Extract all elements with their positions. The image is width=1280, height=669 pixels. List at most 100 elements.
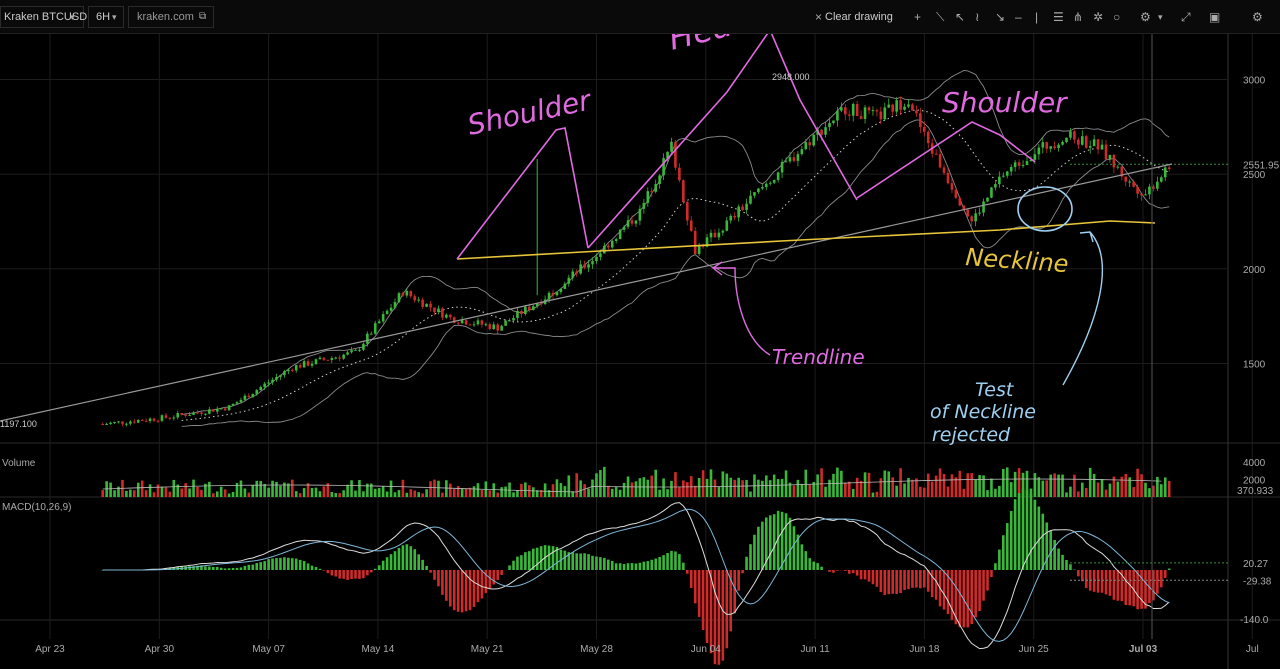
candle-body [670, 141, 673, 152]
volume-bar [223, 489, 227, 497]
macd-histogram-bar [1140, 570, 1143, 609]
volume-bar [176, 484, 180, 497]
annotation-labels: Shoulder Head Shoulder Neckline Trendlin… [465, 0, 1070, 446]
macd-histogram-bar [579, 553, 582, 570]
circle-tool-icon[interactable]: ○ [1113, 10, 1121, 24]
volume-bar [109, 482, 112, 497]
volume-bar [926, 473, 930, 497]
macd-histogram-bar [934, 570, 938, 600]
volume-bar [863, 472, 867, 497]
line-tool-icon[interactable]: ⟍ [936, 10, 945, 24]
price-tick-label: 3000 [1243, 75, 1266, 86]
candle-body [883, 107, 887, 120]
interval-label[interactable]: 6H [96, 11, 111, 23]
fullscreen-icon[interactable]: ⤢ [1181, 10, 1191, 24]
volume-bar [1148, 488, 1151, 497]
candle-body [152, 418, 156, 421]
volume-bar [1081, 482, 1084, 497]
candle-body [504, 320, 507, 326]
macd-histogram-bar [729, 570, 733, 632]
macd-histogram-bar [571, 552, 575, 570]
macd-histogram-bar [883, 570, 887, 595]
macd-histogram-bar [867, 570, 871, 582]
volume-bar [883, 470, 887, 497]
candle-body [508, 320, 511, 322]
volume-bar [192, 479, 195, 497]
candle-body [251, 394, 255, 398]
horizontal-line-icon[interactable]: – [1015, 10, 1022, 24]
macd-histogram-bar [298, 559, 302, 570]
macd-histogram-bar [765, 517, 768, 570]
macd-histogram-bar [1057, 548, 1060, 570]
volume-bar [464, 488, 468, 497]
symbol-box[interactable] [0, 6, 84, 28]
high-marker: 2948.000 [772, 72, 810, 82]
chevron-down-icon[interactable]: ▾ [1158, 12, 1163, 22]
close-icon[interactable]: × [815, 10, 823, 24]
candle-body [488, 324, 492, 330]
macd-histogram-bar [808, 558, 812, 570]
arrow-tool-icon[interactable]: ↖ [955, 10, 966, 24]
source-label[interactable]: kraken.com [137, 11, 194, 23]
candle-body [622, 226, 626, 230]
gann-icon[interactable]: ✲ [1093, 10, 1104, 24]
candle-body [1152, 186, 1155, 189]
candle-body [749, 195, 752, 204]
volume-bar [314, 487, 318, 497]
macd-histogram-bar [855, 570, 859, 576]
volume-bar [970, 473, 973, 497]
volume-bar [1128, 477, 1131, 497]
volume-bar [982, 475, 985, 497]
macd-histogram-bar [547, 545, 551, 570]
candle-body [808, 142, 812, 146]
candle-body [804, 142, 808, 150]
macd-histogram-bar [982, 570, 985, 601]
settings-tools-icon[interactable]: ⚙ [1140, 10, 1151, 24]
candle-body [887, 104, 891, 108]
candle-body [875, 110, 879, 112]
interval-box[interactable] [88, 6, 124, 28]
screenshot-icon[interactable]: ▣ [1209, 10, 1221, 24]
candle-body [524, 306, 527, 315]
volume-bar [761, 480, 764, 497]
macd-histogram-bar [682, 562, 685, 570]
volume-bar [200, 489, 203, 497]
gear-icon[interactable]: ⚙ [1252, 10, 1263, 24]
volume-bar [765, 475, 768, 497]
candle-body [575, 271, 578, 274]
macd-histogram-bar [464, 570, 468, 612]
volume-bar [1108, 483, 1112, 497]
curve-tool-icon[interactable]: ≀ [975, 10, 980, 24]
vertical-line-icon[interactable]: | [1035, 10, 1039, 24]
macd-histogram-bar [1053, 539, 1056, 570]
source-box[interactable] [128, 6, 214, 28]
candle-body [117, 421, 120, 423]
candle-body [610, 241, 614, 248]
macd-histogram-bar [998, 549, 1001, 570]
x-tick-label: Jul [1246, 644, 1259, 655]
symbol-label[interactable]: Kraken BTCUSD [4, 11, 88, 23]
clear-drawing-button[interactable]: Clear drawing [825, 11, 893, 23]
volume-bar [160, 486, 164, 497]
volume-bar [215, 491, 219, 497]
candle-body [342, 354, 345, 359]
volume-bar [125, 490, 128, 497]
macd-histogram-bar [219, 567, 223, 570]
pitchfork-icon[interactable]: ⋔ [1073, 10, 1084, 24]
volume-bar [571, 491, 575, 497]
volume-bar [824, 486, 827, 497]
fib-tool-icon[interactable]: ☰ [1053, 10, 1064, 24]
volume-bar [847, 481, 851, 497]
candle-body [729, 215, 733, 221]
candle-body [215, 408, 219, 412]
macd-histogram-bar [1116, 570, 1120, 601]
candle-body [895, 100, 898, 112]
copy-icon[interactable]: ⧉ [199, 11, 207, 22]
candle-body [421, 299, 424, 307]
candle-body [460, 320, 464, 324]
macd-histogram-bar [516, 556, 519, 570]
macd-histogram-bar [1002, 535, 1005, 570]
ray-tool-icon[interactable]: ↘ [995, 10, 1006, 24]
crosshair-icon[interactable]: + [914, 10, 922, 24]
